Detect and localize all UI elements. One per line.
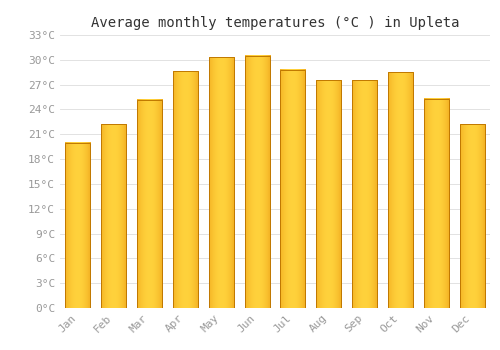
Bar: [280, 70, 305, 308]
Bar: [424, 99, 449, 308]
Bar: [137, 99, 162, 308]
Bar: [173, 71, 198, 308]
Bar: [316, 80, 342, 308]
Bar: [388, 72, 413, 308]
Bar: [352, 80, 377, 308]
Bar: [244, 56, 270, 308]
Title: Average monthly temperatures (°C ) in Upleta: Average monthly temperatures (°C ) in Up…: [91, 16, 459, 30]
Bar: [208, 57, 234, 308]
Bar: [460, 124, 484, 308]
Bar: [66, 142, 90, 308]
Bar: [101, 124, 126, 308]
